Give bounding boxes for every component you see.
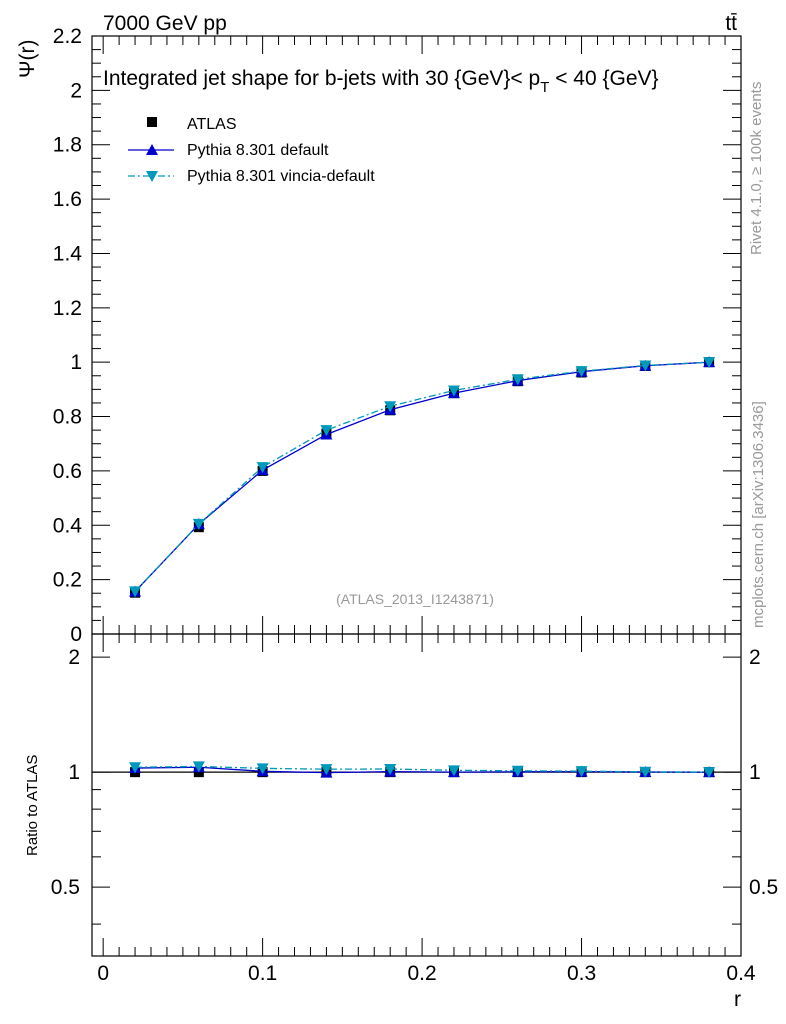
x-tick-label: 0.3	[567, 962, 596, 985]
ratio-point-pythia-vincia	[320, 764, 333, 776]
ratio-series-line-1	[135, 766, 710, 774]
ratio-point-pythia-vincia	[639, 766, 652, 778]
y-tick-label-main: 1	[70, 351, 82, 374]
main-series-line-1	[134, 361, 710, 593]
main-point-pythia-vincia	[447, 385, 460, 397]
y-tick-label-ratio-right: 0.5	[749, 876, 778, 899]
main-point-pythia-vincia	[192, 518, 205, 530]
analysis-watermark: (ATLAS_2013_I1243871)	[336, 591, 494, 607]
y-tick-label-ratio-left: 0.5	[51, 876, 80, 899]
header-energy: 7000 GeV pp	[103, 12, 227, 35]
y-tick-label-main: 0.6	[53, 460, 82, 483]
legend-default-label: Pythia 8.301 default	[187, 142, 329, 159]
ratio-series-line-2	[135, 765, 710, 773]
ratio-series-layer	[129, 761, 716, 779]
main-series-layer	[129, 356, 716, 598]
ratio-axis-ticks: 0 0.1 0.2 0.3 0.4 0.5 0.5 1 1 2 2	[51, 634, 778, 985]
y-tick-label-main: 1.2	[53, 297, 82, 320]
main-point-pythia-vincia	[320, 425, 333, 437]
legend-default-marker	[146, 144, 158, 155]
y-tick-label-main: 1.4	[53, 242, 83, 265]
main-title-prefix: Integrated jet shape for b-jets with 30 …	[103, 67, 540, 90]
legend-atlas-marker	[147, 117, 157, 127]
y-tick-label-main: 1.8	[53, 134, 82, 157]
x-tick-label: 0.4	[726, 962, 756, 985]
ratio-point-pythia-vincia	[384, 764, 397, 776]
y-tick-label-main: 0.2	[53, 569, 82, 592]
legend-vincia-marker	[146, 171, 158, 182]
main-y-axis-label: Ψ(r)	[16, 39, 39, 78]
ratio-point-pythia-vincia	[575, 766, 588, 778]
main-axis-ticks: 0 0.2 0.4 0.6 0.8 1 1.2 1.4 1.6 1.8 2 2.2	[53, 25, 742, 646]
y-tick-label-main: 0.4	[53, 514, 83, 537]
x-tick-label: 0	[97, 962, 109, 985]
y-tick-label-main: 0.8	[53, 406, 82, 429]
y-tick-label-main: 2	[70, 79, 82, 102]
main-point-pythia-vincia	[639, 360, 652, 372]
ratio-panel-frame	[91, 633, 742, 957]
y-tick-label-main: 0	[70, 623, 82, 646]
main-point-pythia-vincia	[575, 366, 588, 378]
y-tick-label-main: 2.2	[53, 25, 82, 48]
main-title-subscript: T	[540, 79, 549, 96]
main-point-pythia-vincia	[511, 374, 524, 386]
ratio-point-pythia-vincia	[192, 761, 205, 773]
y-tick-label-ratio-left: 2	[68, 646, 80, 669]
y-tick-label-main: 1.6	[53, 188, 82, 211]
legend-vincia-label: Pythia 8.301 vincia-default	[187, 168, 375, 185]
x-tick-label: 0.2	[407, 962, 436, 985]
main-point-pythia-vincia	[384, 401, 397, 413]
legend: ATLAS Pythia 8.301 default Pythia 8.301 …	[128, 116, 375, 185]
main-point-pythia-vincia	[703, 357, 716, 369]
x-axis-label: r	[734, 988, 741, 1011]
ratio-point-pythia-vincia	[129, 762, 142, 774]
ratio-point-pythia-vincia	[703, 767, 716, 779]
ratio-point-pythia-vincia	[447, 765, 460, 777]
x-tick-label: 0.1	[248, 962, 277, 985]
rivet-label: Rivet 4.1.0, ≥ 100k events	[748, 82, 765, 255]
main-series-line-2	[134, 361, 710, 592]
ratio-point-pythia-vincia	[256, 763, 269, 775]
main-point-pythia-vincia	[256, 462, 269, 474]
y-tick-label-ratio-right: 1	[749, 761, 761, 784]
main-title-suffix: < 40 {GeV}	[549, 67, 658, 90]
main-title: Integrated jet shape for b-jets with 30 …	[103, 67, 659, 96]
mcplots-label: mcplots.cern.ch [arXiv:1306.3436]	[750, 401, 767, 628]
y-tick-label-ratio-right: 2	[749, 646, 761, 669]
y-tick-label-ratio-left: 1	[68, 761, 80, 784]
legend-atlas-label: ATLAS	[187, 116, 237, 133]
ratio-point-pythia-vincia	[511, 765, 524, 777]
main-point-pythia-vincia	[129, 586, 142, 598]
ratio-y-axis-label: Ratio to ATLAS	[24, 755, 41, 856]
header-process: tt̄	[725, 12, 737, 35]
